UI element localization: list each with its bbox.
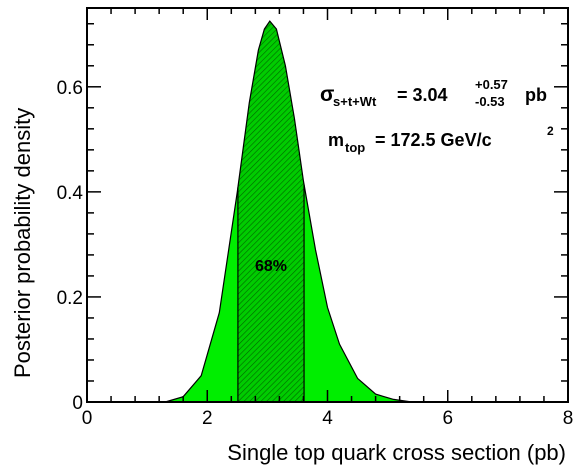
sigma-subscript: s+t+Wt	[333, 94, 377, 109]
y-tick-label: 0.4	[57, 183, 84, 204]
mass-superscript: 2	[547, 124, 554, 138]
top-mass-annotation: m top = 172.5 GeV/c 2	[328, 124, 554, 155]
x-tick-label: 6	[442, 408, 453, 429]
mass-value: = 172.5 GeV/c	[375, 130, 492, 150]
x-tick-label: 0	[82, 408, 93, 429]
mass-symbol: m	[328, 130, 344, 150]
axis-ticks	[86, 8, 569, 403]
posterior-curve	[165, 20, 412, 403]
cross-section-annotation: σ s+t+Wt = 3.04 +0.57 -0.53 pb	[320, 77, 547, 109]
y-tick-label: 0.2	[57, 288, 83, 309]
x-tick-label: 2	[202, 408, 213, 429]
x-tick-label: 4	[322, 408, 333, 429]
sigma-value: = 3.04	[397, 85, 448, 105]
band-label: 68%	[255, 258, 287, 275]
sigma-unit: pb	[525, 85, 547, 105]
tick-labels: 0 2 4 6 8 0 0.2 0.4 0.6	[57, 78, 574, 429]
x-tick-label: 8	[563, 408, 574, 429]
y-tick-label: 0.6	[57, 78, 83, 99]
y-tick-label: 0	[72, 393, 83, 414]
chart-marks	[165, 20, 412, 403]
y-axis-title: Posterior probability density	[10, 108, 35, 378]
sigma-minus-error: -0.53	[475, 94, 505, 109]
credible-band-fill	[237, 21, 305, 402]
sigma-symbol: σ	[320, 83, 334, 106]
x-axis-title: Single top quark cross section (pb)	[227, 440, 566, 465]
mass-subscript: top	[345, 140, 365, 155]
sigma-plus-error: +0.57	[475, 77, 508, 92]
